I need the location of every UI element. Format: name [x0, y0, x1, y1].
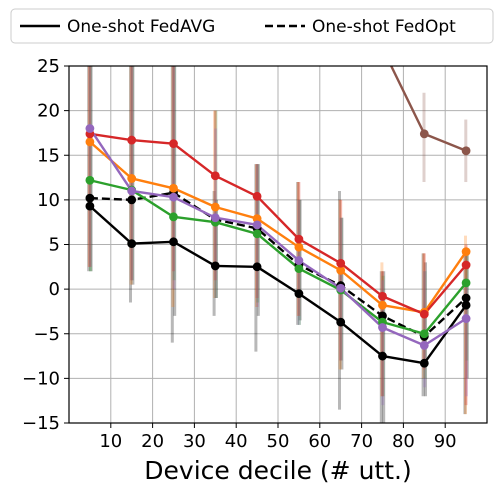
data-point-purple — [252, 220, 262, 230]
series-line-black-solid — [89, 205, 468, 365]
series-line-orange — [89, 140, 468, 314]
data-point-black-dashed — [378, 311, 387, 321]
data-point-black-solid — [378, 351, 387, 361]
y-tick-label: 10 — [37, 190, 60, 211]
data-point-black-solid — [294, 289, 304, 298]
data-point-purple — [169, 192, 178, 202]
data-point-red — [252, 191, 262, 201]
x-tick-label: 10 — [99, 431, 122, 452]
y-tick-label: 15 — [37, 145, 60, 166]
x-axis-label: Device decile (# utt.) — [144, 456, 411, 485]
y-tick-label: −5 — [33, 324, 60, 345]
x-tick-label: 90 — [434, 431, 457, 452]
data-point-orange — [336, 265, 346, 275]
data-point-orange — [378, 300, 387, 310]
series-line-green — [89, 179, 468, 335]
data-point-purple — [210, 213, 220, 223]
data-point-black-solid — [252, 262, 262, 272]
x-tick-label: 20 — [141, 431, 164, 452]
data-point-black-dashed — [127, 195, 137, 205]
x-tick-label: 80 — [392, 431, 415, 452]
data-point-black-solid — [336, 317, 346, 327]
data-point-purple — [85, 124, 95, 133]
series-lines — [88, 66, 468, 365]
data-point-red — [127, 135, 137, 145]
y-tick-label: 20 — [37, 101, 60, 122]
legend-frame — [10, 8, 494, 44]
data-point-black-solid — [419, 358, 429, 368]
data-point-purple — [378, 323, 387, 332]
data-point-black-solid — [461, 300, 471, 310]
data-point-orange — [461, 247, 471, 257]
legend: One-shot FedAVG One-shot FedOpt — [10, 8, 494, 44]
data-point-red — [378, 291, 387, 301]
data-point-orange — [85, 137, 95, 147]
x-axis-ticks: 10 20 30 40 50 60 70 80 90 — [99, 423, 457, 452]
data-point-purple — [461, 314, 471, 323]
x-tick-label: 70 — [350, 431, 373, 452]
data-point-black-solid — [85, 201, 95, 211]
data-point-black-solid — [127, 239, 137, 249]
data-point-brown — [461, 146, 471, 156]
series-line-purple — [88, 127, 467, 347]
data-point-purple — [419, 340, 429, 350]
data-point-red — [169, 139, 178, 149]
y-axis-ticks: −15 −10 −5 0 5 10 15 20 25 — [22, 56, 69, 434]
data-point-green — [461, 278, 471, 288]
data-point-black-dashed — [85, 193, 95, 203]
legend-label: One-shot FedOpt — [312, 17, 456, 37]
data-point-green — [252, 229, 262, 239]
data-point-green — [294, 264, 304, 273]
data-point-black-solid — [210, 261, 220, 271]
data-point-red — [461, 260, 471, 270]
x-tick-label: 40 — [225, 431, 248, 452]
data-point-brown — [378, 44, 387, 53]
data-point-purple — [294, 256, 304, 265]
data-point-orange — [210, 202, 220, 212]
x-tick-label: 30 — [183, 431, 206, 452]
data-point-orange — [169, 183, 178, 193]
data-point-green — [419, 329, 429, 339]
data-point-orange — [127, 174, 137, 183]
legend-label: One-shot FedAVG — [67, 17, 215, 37]
data-point-purple — [336, 283, 346, 293]
series-line-red — [89, 132, 468, 316]
series-points — [85, 44, 471, 368]
data-point-red — [210, 171, 220, 181]
data-point-red — [336, 258, 346, 268]
data-point-green — [85, 175, 95, 185]
data-point-purple — [127, 186, 137, 196]
data-point-brown — [419, 129, 429, 139]
data-point-black-dashed — [461, 293, 471, 303]
x-tick-label: 60 — [308, 431, 331, 452]
y-tick-label: −15 — [22, 413, 60, 434]
data-point-orange — [294, 242, 304, 252]
data-point-green — [169, 212, 178, 222]
y-tick-label: −10 — [22, 368, 60, 389]
data-point-orange — [252, 214, 262, 224]
y-tick-label: 0 — [49, 279, 60, 300]
series-line-black-dashed — [89, 191, 467, 338]
x-tick-label: 50 — [267, 431, 290, 452]
y-tick-label: 5 — [49, 235, 60, 256]
data-point-red — [419, 309, 429, 319]
y-tick-label: 25 — [37, 56, 60, 77]
data-point-black-solid — [169, 237, 178, 247]
data-point-red — [294, 234, 304, 244]
